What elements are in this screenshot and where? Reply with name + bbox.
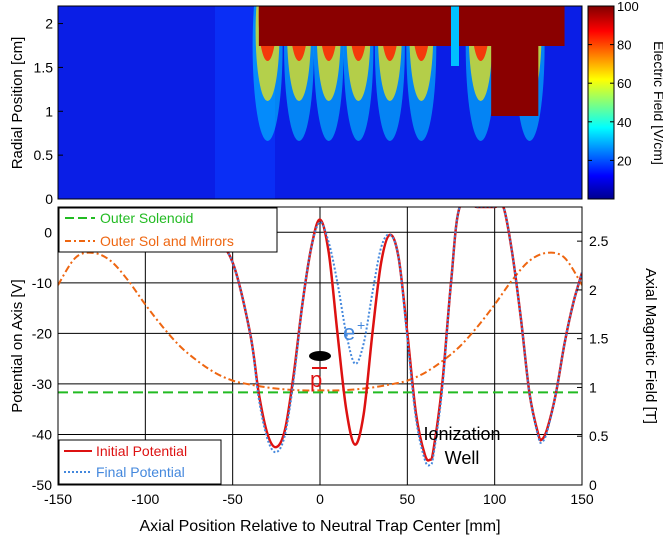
heatmap-ytick-label: 0 [45, 191, 53, 207]
line-panel: -150 -100 -50 0 50 100 150-50-40-30-20-10000.5… [9, 206, 659, 535]
xtick-label: 0 [316, 491, 324, 507]
annotation-p: p [310, 367, 322, 392]
line-y2label: Axial Magnetic Field [T] [642, 268, 659, 424]
annotation-e: e [343, 320, 355, 345]
y2tick-label: 0.5 [589, 428, 609, 444]
axis-ticks: -150 -100 -50 0 50 100 150-50-40-30-20-10000.5… [32, 224, 609, 507]
heatmap-y-ticks: 0 0.5 1 1.5 2 [34, 16, 63, 207]
heatmap-frame [57, 5, 583, 200]
y2tick-label: 0 [589, 477, 597, 493]
ytick-label: 0 [44, 224, 52, 240]
y2tick-label: 2.5 [589, 233, 609, 249]
ytick-label: -30 [32, 376, 52, 392]
xtick-label: 50 [400, 491, 416, 507]
colorbar-tick-label: 80 [617, 38, 631, 53]
legend-top: Outer Solenoid Outer Sol and Mirrors [58, 207, 278, 253]
heatmap-ytick-label: 1.5 [34, 59, 54, 75]
heatmap-panel: 0 0.5 1 1.5 2 Radial Position [cm] [9, 5, 583, 207]
y2tick-label: 1 [589, 379, 597, 395]
ytick-label: -50 [32, 477, 52, 493]
colorbar-tick-label: 60 [617, 76, 631, 91]
heatmap-ylabel: Radial Position [cm] [9, 37, 26, 170]
legend-label-outer-sol-mirrors: Outer Sol and Mirrors [100, 233, 234, 249]
heatmap-image [58, 6, 582, 199]
colorbar-gradient [587, 5, 615, 200]
antiproton-marker [309, 351, 331, 361]
xtick-label: -150 [44, 491, 72, 507]
annotation-well: Well [445, 448, 480, 468]
colorbar-tick-label: 20 [617, 153, 631, 168]
ytick-label: -40 [32, 426, 52, 442]
xtick-label: -100 [131, 491, 159, 507]
legend-label-initial: Initial Potential [96, 443, 187, 459]
heatmap-ytick-label: 2 [45, 16, 53, 32]
colorbar-label: Electric Field [V/cm] [651, 41, 663, 165]
heatmap-ytick-label: 1 [45, 103, 53, 119]
ytick-label: -20 [32, 325, 52, 341]
colorbar-tick-label: 40 [617, 115, 631, 130]
y2tick-label: 2 [589, 282, 597, 298]
series-line-outer-sol-and-mirrors [58, 251, 582, 392]
legend-label-outer-solenoid: Outer Solenoid [100, 210, 193, 226]
series-group [58, 207, 582, 467]
colorbar-ticks: 20 40 60 80 100 [588, 0, 639, 168]
ytick-label: -10 [32, 275, 52, 291]
heatmap-ytick-label: 0.5 [34, 147, 54, 163]
legend-label-final: Final Potential [96, 464, 185, 480]
annotation-ionization: Ionization [423, 424, 500, 444]
line-xlabel: Axial Position Relative to Neutral Trap … [139, 518, 500, 535]
xtick-label: -50 [223, 491, 243, 507]
annotation-plus: + [357, 317, 365, 333]
xtick-label: 150 [570, 491, 594, 507]
colorbar: 20 40 60 80 100 Electric Field [V/cm] [587, 0, 663, 200]
y2tick-label: 1.5 [589, 331, 609, 347]
xtick-label: 100 [483, 491, 507, 507]
plot-frame [57, 206, 583, 486]
legend-bottom: Initial Potential Final Potential [58, 439, 222, 485]
colorbar-tick-label: 100 [617, 0, 639, 14]
line-ylabel: Potential on Axis [V] [9, 279, 26, 412]
grid [58, 207, 582, 485]
